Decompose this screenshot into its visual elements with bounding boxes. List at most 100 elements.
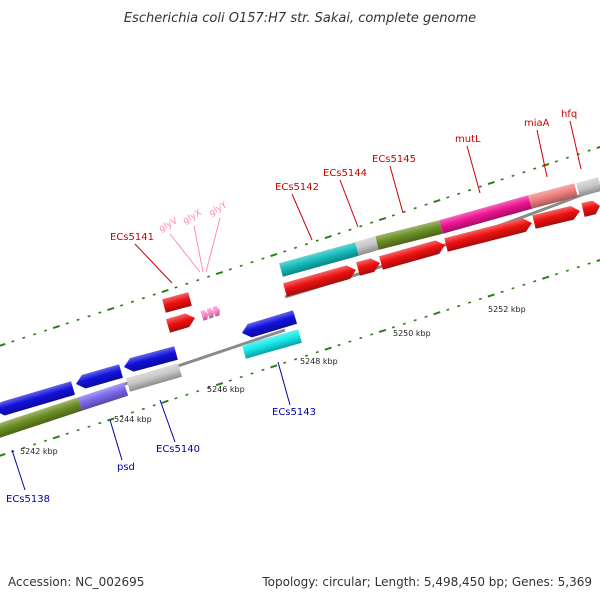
upper-row-tick: [304, 243, 309, 246]
lower-row-tick: [207, 386, 211, 389]
gene-bar-ECs5138[interactable]: [0, 397, 83, 439]
upper-row-tick: [359, 225, 363, 228]
leader-ECs5141: [134, 243, 173, 284]
lower-row-tick: [196, 389, 200, 393]
trna-glyX[interactable]: [206, 307, 215, 319]
lower-row-tick: [52, 435, 61, 440]
lower-row-tick: [467, 301, 472, 304]
upper-row-tick: [76, 318, 80, 321]
upper-row-tick: [228, 268, 232, 271]
gene-label-ECs5140[interactable]: ECs5140: [156, 444, 200, 455]
gene-label-miaA[interactable]: miaA: [524, 118, 550, 129]
trna-glyY[interactable]: [212, 305, 221, 317]
upper-row-tick: [65, 322, 69, 325]
gene-label-ECs5144[interactable]: ECs5144: [323, 168, 367, 179]
lower-row-tick: [293, 358, 298, 361]
gene-arrow-hfq[interactable]: [581, 199, 600, 217]
gene-bar-hfq[interactable]: [576, 177, 600, 197]
upper-row-tick: [511, 174, 515, 177]
gene-label-hfq[interactable]: hfq: [561, 109, 577, 120]
upper-row-tick: [98, 311, 102, 314]
gene-arrow-psd-rev[interactable]: [74, 364, 123, 390]
gene-label-glyX[interactable]: glyX: [182, 208, 204, 227]
upper-row-tick: [337, 232, 341, 235]
gene-label-ECs5141[interactable]: ECs5141: [110, 232, 154, 243]
gene-label-glyV[interactable]: glyV: [158, 216, 181, 235]
gene-label-ECs5143[interactable]: ECs5143: [272, 407, 316, 418]
upper-row-tick: [370, 221, 374, 224]
upper-row-tick: [152, 293, 156, 296]
gene-bar-ECs5145[interactable]: [375, 220, 443, 250]
gene-bar-ECs5140[interactable]: [126, 363, 182, 392]
trna-glyV[interactable]: [200, 309, 209, 321]
lower-row-tick: [359, 336, 363, 340]
gene-arrow-ECs5142[interactable]: [283, 263, 358, 297]
lower-row-tick: [402, 322, 406, 326]
lower-row-tick: [315, 350, 319, 354]
lower-row-tick: [65, 432, 69, 435]
upper-row-tick: [174, 286, 178, 289]
leader-ECs5145: [389, 165, 404, 214]
gene-label-glyY[interactable]: glyY: [208, 200, 230, 218]
gene-label-ECs5138[interactable]: ECs5138: [6, 494, 50, 505]
gene-bar-ECs5141[interactable]: [162, 292, 192, 313]
lower-row-tick: [378, 328, 387, 333]
gene-arrow-ECs5138-rev[interactable]: [0, 381, 75, 417]
gene-arrow-mutL[interactable]: [444, 216, 533, 252]
gene-label-ECs5142[interactable]: ECs5142: [275, 182, 319, 193]
upper-row-tick: [270, 252, 278, 258]
lower-row-tick: [185, 393, 189, 396]
lower-row-tick: [596, 258, 600, 263]
lower-row-tick: [391, 326, 395, 329]
lower-row-tick: [98, 421, 102, 425]
upper-row-tick: [500, 178, 504, 181]
upper-row-tick: [239, 264, 243, 267]
lower-row-tick: [130, 411, 135, 414]
lower-row-tick: [161, 399, 169, 404]
gene-bar-miaA[interactable]: [528, 183, 578, 209]
map-title: Escherichia coli O157:H7 str. Sakai, com…: [124, 11, 476, 26]
leader-ECs5142: [291, 193, 313, 241]
gene-arrow-ECs5144[interactable]: [356, 256, 382, 276]
gene-bar-psd[interactable]: [77, 382, 129, 411]
gene-label-ECs5145[interactable]: ECs5145: [372, 154, 416, 165]
lower-row-tick: [87, 425, 91, 428]
gene-bar-ECs5144[interactable]: [354, 236, 380, 256]
lower-row-tick: [22, 446, 26, 450]
upper-row-tick: [554, 160, 559, 163]
gene-arrow-ECs5141[interactable]: [166, 311, 197, 333]
gene-bar-ECs5142[interactable]: [279, 242, 359, 277]
upper-row-tick: [478, 185, 482, 188]
scale-label-5246: 5246 kbp: [207, 385, 245, 394]
lower-row-tick: [304, 354, 309, 357]
upper-row-tick: [293, 246, 298, 249]
upper-row-tick: [315, 239, 319, 242]
gene-label-mutL[interactable]: mutL: [455, 134, 481, 145]
upper-row-tick: [141, 297, 145, 300]
lower-row-tick: [500, 290, 504, 294]
upper-row-tick: [130, 300, 135, 303]
accession-text: Accession: NC_002695: [8, 575, 144, 589]
leader-miaA: [536, 129, 548, 178]
topology-text: Topology: circular; Length: 5,498,450 bp…: [261, 575, 592, 589]
upper-row-tick: [413, 207, 417, 210]
leader-glyX: [193, 225, 204, 273]
gene-arrow-ECs5140-rev[interactable]: [122, 346, 178, 374]
gene-arrow-miaA[interactable]: [532, 204, 581, 229]
upper-row-tick: [120, 304, 124, 307]
lower-row-tick: [587, 262, 591, 265]
leader-glyV: [169, 233, 201, 273]
leader-ECs5143: [277, 361, 291, 406]
gene-arrow-ECs5145[interactable]: [379, 238, 447, 270]
gene-label-psd[interactable]: psd: [117, 462, 135, 473]
lower-row-tick: [337, 343, 341, 347]
upper-row-tick: [433, 198, 441, 204]
upper-row-tick: [261, 257, 265, 260]
lower-row-tick: [239, 375, 243, 379]
gene-arrow-ECs5143-rev[interactable]: [240, 310, 298, 339]
gene-bar-ECs5143[interactable]: [242, 329, 302, 359]
lower-row-tick: [228, 379, 232, 382]
lower-row-tick: [576, 265, 580, 269]
gene-bar-mutL[interactable]: [439, 195, 532, 234]
